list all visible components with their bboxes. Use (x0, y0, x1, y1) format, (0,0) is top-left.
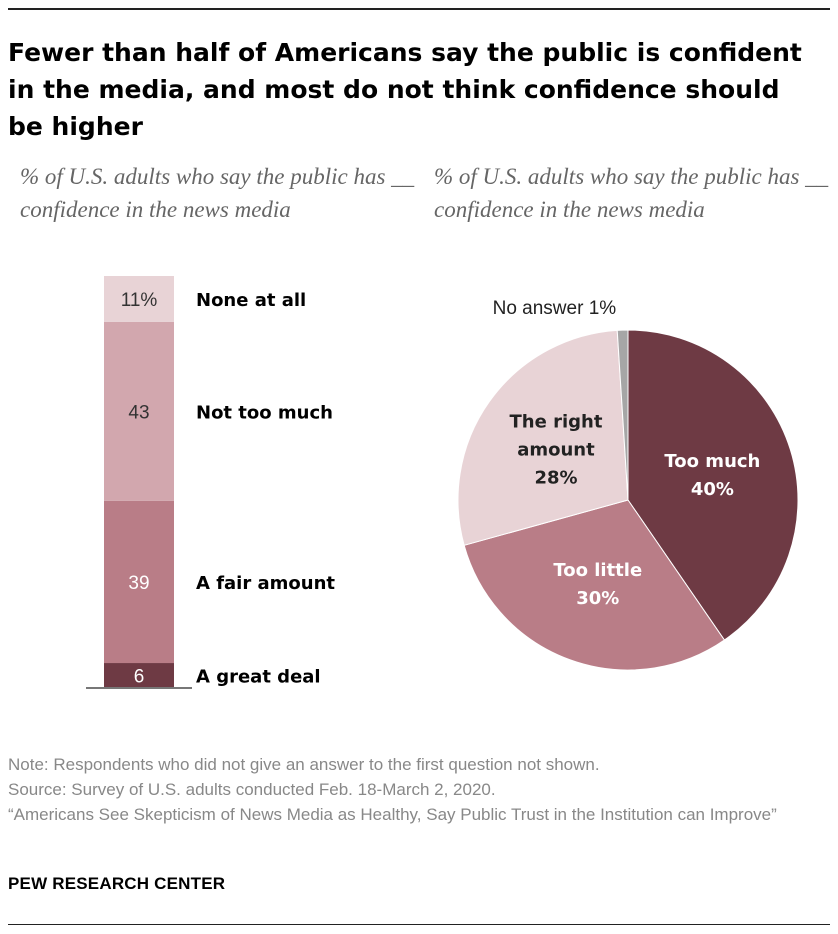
report-text: “Americans See Skepticism of News Media … (8, 805, 777, 824)
pie-slice-too-little (463, 499, 726, 671)
pie-label-too-much: Too much (664, 451, 760, 472)
bar-label-not-too-much: Not too much (196, 402, 333, 423)
bar-segment-none-at-all (104, 276, 174, 322)
pie-label-no-answer: No answer 1% (493, 298, 617, 319)
brand-logo-text: PEW RESEARCH CENTER (8, 874, 226, 893)
note-text: Note: Respondents who did not give an an… (8, 755, 600, 774)
top-rule (8, 8, 830, 10)
bar-label-a-great-deal: A great deal (196, 667, 321, 688)
bar-value-a-fair-amount: 39 (128, 573, 149, 594)
bar-segment-not-too-much (104, 321, 174, 501)
bar-value-not-too-much: 43 (128, 402, 149, 423)
bar-label-a-fair-amount: A fair amount (196, 573, 335, 594)
bottom-rule (8, 924, 830, 925)
pie-value-too-little: 30% (576, 588, 619, 609)
pie-slice-too-much (627, 329, 799, 641)
source-text: Source: Survey of U.S. adults conducted … (8, 780, 496, 799)
notes: Note: Respondents who did not give an an… (8, 752, 818, 827)
bar-segment-a-great-deal (104, 663, 174, 688)
bar-value-a-great-deal: 6 (134, 667, 145, 688)
pie-slice-the-right-amount (457, 329, 629, 546)
pie-slice-no-answer (616, 329, 629, 501)
pie-value-too-much: 40% (691, 479, 734, 500)
bar-segment-a-fair-amount (104, 500, 174, 664)
pie-label-too-little: Too little (553, 560, 642, 581)
bar-value-none-at-all: 11% (121, 290, 158, 311)
chart-title: Fewer than half of Americans say the pub… (8, 38, 802, 141)
pie-value-the-right-amount: 28% (534, 468, 577, 489)
pie-subtitle: % of U.S. adults who say the public has … (434, 164, 829, 222)
pie-label-the-right-amount: amount (517, 440, 595, 461)
bar-label-none-at-all: None at all (196, 290, 306, 311)
bar-subtitle: % of U.S. adults who say the public has … (20, 164, 415, 222)
pie-label-the-right-amount: The right (510, 412, 603, 433)
